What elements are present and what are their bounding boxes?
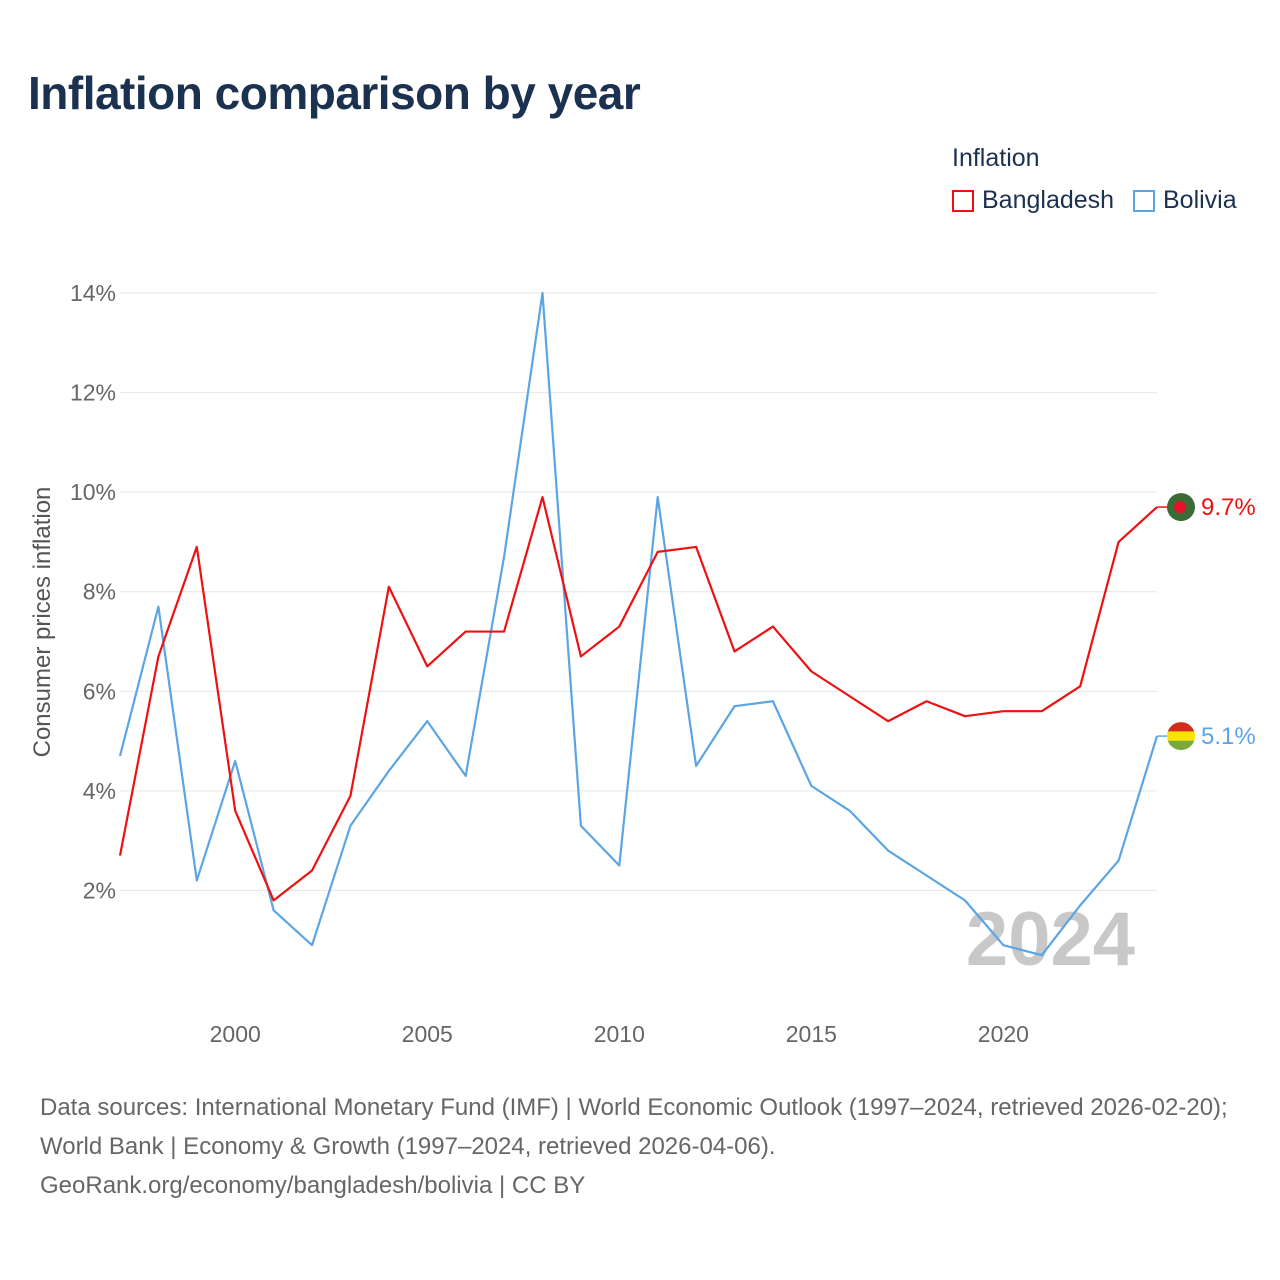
- end-value-label-bangladesh: 9.7%: [1201, 494, 1256, 521]
- legend-swatch-bolivia: [1133, 189, 1155, 212]
- legend-label-bolivia: Bolivia: [1163, 186, 1237, 214]
- x-tick-label: 2000: [210, 1021, 261, 1047]
- legend-title: Inflation: [952, 144, 1040, 172]
- data-sources-text: Data sources: International Monetary Fun…: [40, 1094, 1228, 1160]
- legend-swatch-bangladesh: [952, 189, 974, 212]
- flag-bolivia-icon: [1167, 722, 1195, 751]
- y-tick-label: 14%: [70, 280, 116, 306]
- series-line-bolivia[interactable]: [118, 291, 1159, 957]
- y-axis: 2% 4% 6% 8% 10% 12% 14%: [70, 280, 116, 903]
- inflation-line-chart: 2% 4% 6% 8% 10% 12% 14% 2000 2005 2010 2015 2020 2…: [29, 280, 1256, 1047]
- series-line-bangladesh[interactable]: [118, 496, 1158, 902]
- y-tick-label: 2%: [83, 877, 116, 903]
- attribution-link[interactable]: GeoRank.org/economy/bangladesh/bolivia |…: [40, 1172, 586, 1199]
- y-tick-label: 4%: [83, 778, 116, 804]
- chart-footer: Data sources: International Monetary Fun…: [40, 1088, 1250, 1205]
- gridlines: [120, 292, 1157, 891]
- x-tick-label: 2020: [978, 1021, 1029, 1047]
- chart-title: Inflation comparison by year: [28, 67, 641, 119]
- y-tick-label: 6%: [83, 678, 116, 704]
- x-tick-label: 2010: [594, 1021, 645, 1047]
- legend-label-bangladesh: Bangladesh: [982, 186, 1115, 214]
- y-tick-label: 8%: [83, 579, 116, 605]
- y-tick-label: 12%: [70, 380, 116, 406]
- y-tick-label: 10%: [70, 479, 116, 505]
- x-tick-label: 2005: [402, 1021, 453, 1047]
- year-watermark: 2024: [966, 897, 1135, 982]
- series-layer: [118, 291, 1167, 957]
- series-endpoints: 9.7% 5.1%: [1167, 493, 1256, 751]
- end-value-label-bolivia: 5.1%: [1201, 723, 1256, 750]
- legend-item-bangladesh[interactable]: Bangladesh: [952, 186, 1114, 215]
- x-axis: 2000 2005 2010 2015 2020: [210, 1021, 1029, 1047]
- x-tick-label: 2015: [786, 1021, 837, 1047]
- flag-bangladesh-icon: [1167, 493, 1195, 522]
- y-axis-label: Consumer prices inflation: [29, 487, 56, 758]
- legend-item-bolivia[interactable]: Bolivia: [1133, 186, 1237, 215]
